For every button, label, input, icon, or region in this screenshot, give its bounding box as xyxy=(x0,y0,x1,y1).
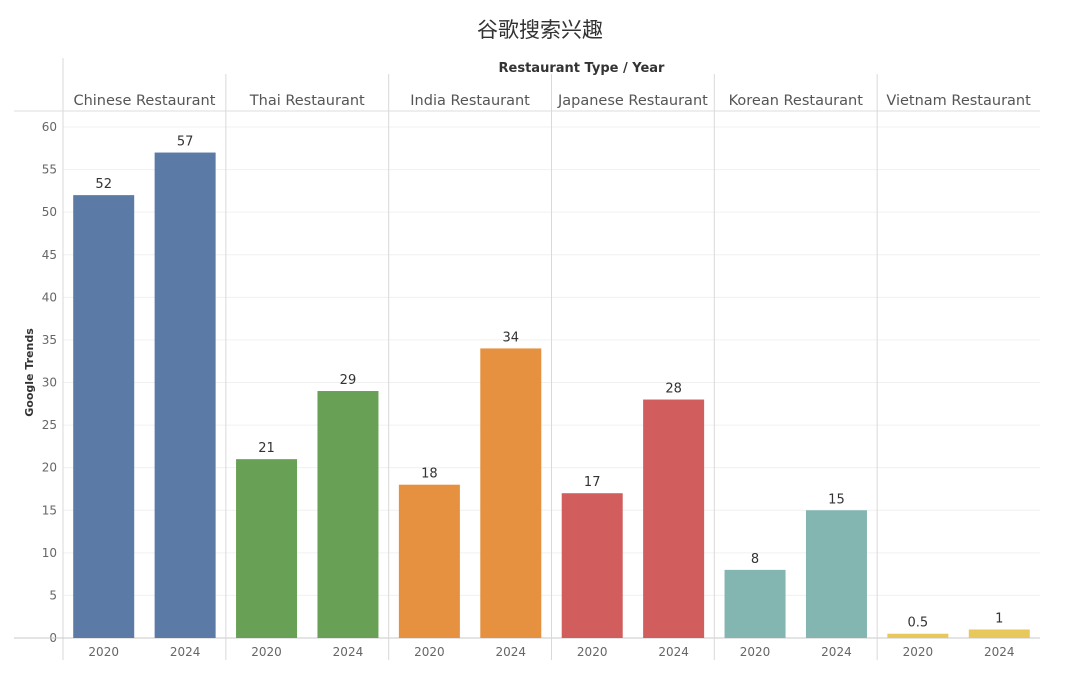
y-tick-label: 50 xyxy=(42,205,57,219)
bar xyxy=(236,459,298,638)
bar xyxy=(724,569,786,638)
y-tick-label: 10 xyxy=(42,546,57,560)
data-label: 28 xyxy=(665,382,682,397)
bar xyxy=(317,391,379,638)
bar xyxy=(968,629,1030,638)
x-tick-label: 2020 xyxy=(414,645,445,659)
x-tick-label: 2024 xyxy=(658,645,689,659)
y-tick-label: 35 xyxy=(42,333,57,347)
data-label: 21 xyxy=(258,441,275,456)
x-tick-label: 2020 xyxy=(88,645,119,659)
y-tick-label: 55 xyxy=(42,163,57,177)
data-label: 0.5 xyxy=(908,616,929,631)
data-label: 1 xyxy=(995,611,1003,626)
bar xyxy=(154,152,216,639)
x-tick-label: 2020 xyxy=(740,645,771,659)
bar xyxy=(561,493,623,638)
x-tick-label: 2024 xyxy=(170,645,201,659)
bar xyxy=(643,399,705,638)
data-label: 52 xyxy=(95,177,112,192)
bar xyxy=(398,484,460,638)
y-tick-label: 20 xyxy=(42,461,57,475)
data-label: 34 xyxy=(503,330,520,345)
x-tick-label: 2024 xyxy=(984,645,1015,659)
category-label: Thai Restaurant xyxy=(249,93,365,109)
bar xyxy=(480,348,542,638)
y-tick-label: 40 xyxy=(42,290,57,304)
x-tick-label: 2020 xyxy=(903,645,934,659)
data-label: 8 xyxy=(751,552,759,567)
y-tick-label: 15 xyxy=(42,503,57,517)
data-label: 15 xyxy=(828,492,845,507)
category-label: Vietnam Restaurant xyxy=(886,93,1031,109)
data-label: 29 xyxy=(340,373,357,388)
x-tick-label: 2024 xyxy=(821,645,852,659)
category-label: Korean Restaurant xyxy=(729,93,864,109)
bar xyxy=(73,195,135,638)
y-tick-label: 25 xyxy=(42,418,57,432)
y-tick-label: 60 xyxy=(42,120,57,134)
category-label: India Restaurant xyxy=(410,93,530,109)
y-tick-label: 30 xyxy=(42,376,57,390)
x-tick-label: 2024 xyxy=(333,645,364,659)
bar xyxy=(887,633,949,638)
data-label: 17 xyxy=(584,475,601,490)
x-tick-label: 2020 xyxy=(577,645,608,659)
bar xyxy=(805,510,867,638)
category-label: Japanese Restaurant xyxy=(557,93,708,109)
x-axis-title: Restaurant Type / Year xyxy=(499,61,666,76)
x-tick-label: 2024 xyxy=(496,645,527,659)
x-tick-label: 2020 xyxy=(251,645,282,659)
chart-title: 谷歌搜索兴趣 xyxy=(477,18,603,42)
data-label: 18 xyxy=(421,467,438,482)
y-tick-label: 5 xyxy=(49,588,57,602)
y-tick-label: 45 xyxy=(42,248,57,262)
data-label: 57 xyxy=(177,135,194,150)
category-label: Chinese Restaurant xyxy=(73,93,215,109)
y-axis-title: Google Trends xyxy=(23,328,36,417)
